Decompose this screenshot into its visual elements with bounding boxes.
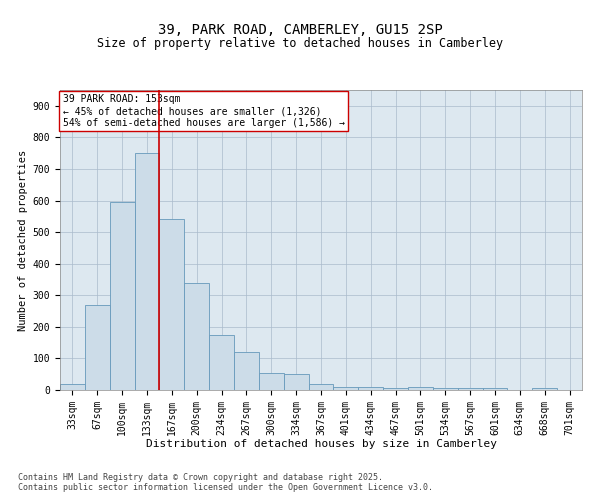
Text: 39, PARK ROAD, CAMBERLEY, GU15 2SP: 39, PARK ROAD, CAMBERLEY, GU15 2SP xyxy=(158,22,442,36)
Bar xyxy=(482,388,508,390)
Bar xyxy=(358,387,383,390)
Text: 39 PARK ROAD: 153sqm
← 45% of detached houses are smaller (1,326)
54% of semi-de: 39 PARK ROAD: 153sqm ← 45% of detached h… xyxy=(62,94,344,128)
Bar xyxy=(259,372,284,390)
Bar xyxy=(308,384,334,390)
Y-axis label: Number of detached properties: Number of detached properties xyxy=(19,150,28,330)
Bar xyxy=(160,220,184,390)
Text: Size of property relative to detached houses in Camberley: Size of property relative to detached ho… xyxy=(97,38,503,51)
Bar xyxy=(458,388,482,390)
Bar xyxy=(110,202,134,390)
Bar xyxy=(532,388,557,390)
Bar xyxy=(234,352,259,390)
Bar xyxy=(433,388,458,390)
Bar xyxy=(209,334,234,390)
Bar xyxy=(184,282,209,390)
Bar xyxy=(60,384,85,390)
Bar xyxy=(383,388,408,390)
Bar xyxy=(134,153,160,390)
Bar xyxy=(85,304,110,390)
X-axis label: Distribution of detached houses by size in Camberley: Distribution of detached houses by size … xyxy=(146,439,497,449)
Bar xyxy=(284,374,308,390)
Bar xyxy=(334,387,358,390)
Bar xyxy=(408,387,433,390)
Text: Contains HM Land Registry data © Crown copyright and database right 2025.
Contai: Contains HM Land Registry data © Crown c… xyxy=(18,473,433,492)
